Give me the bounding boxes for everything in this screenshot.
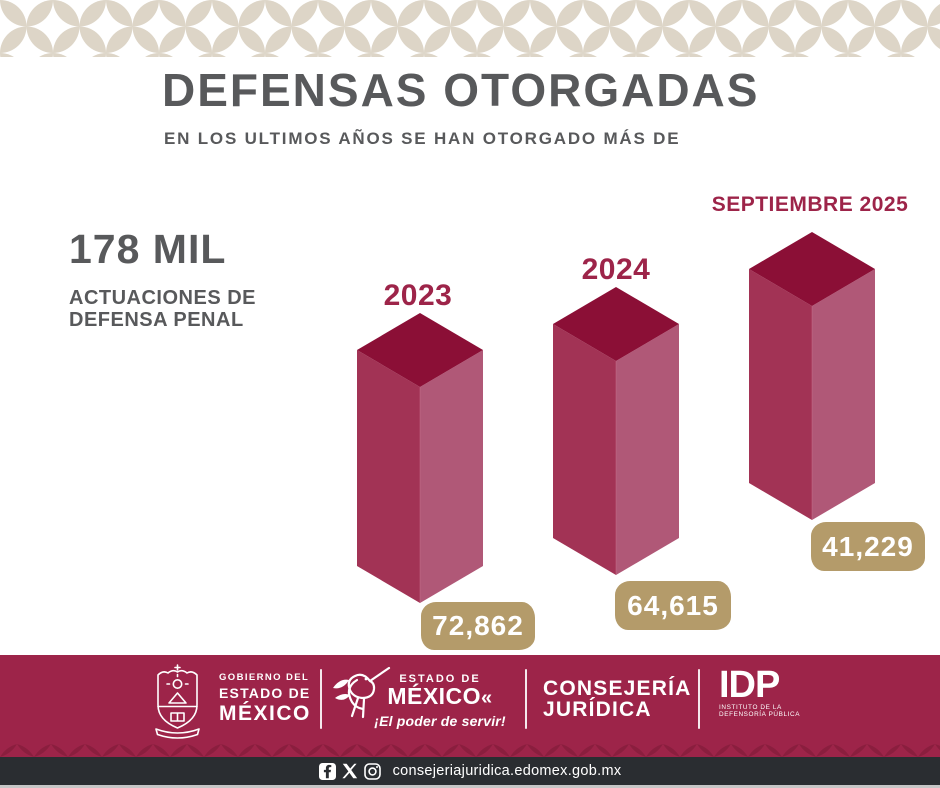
- idp-acronym: IDP: [719, 664, 780, 706]
- idp-logo: IDP INSTITUTO DE LA DEFENSORÍA PÚBLICA: [719, 664, 800, 718]
- instagram-icon[interactable]: [363, 762, 381, 780]
- bar-2025-right-face: [812, 269, 875, 520]
- category-label-2023: 2023: [383, 279, 453, 312]
- total-stat-number: 178 MIL: [69, 226, 227, 272]
- footer-divider-1: [320, 669, 322, 729]
- value-2025: 41,229: [822, 530, 914, 562]
- idp-line2: DEFENSORÍA PÚBLICA: [719, 711, 801, 718]
- consejeria-juridica-wordmark: CONSEJERÍA JURÍDICA: [543, 678, 692, 720]
- bar-2025: [749, 232, 875, 520]
- top-flower-pattern: [0, 0, 940, 57]
- double-chevron-icon: «: [481, 687, 493, 709]
- bar-2023-top-face: [357, 313, 483, 387]
- gobierno-wordmark: GOBIERNO DEL ESTADO DE MÉXICO: [219, 672, 311, 726]
- bar-2023-right-face: [420, 350, 483, 603]
- gobierno-line1: GOBIERNO DEL: [219, 672, 310, 683]
- idp-subtitle: INSTITUTO DE LA DEFENSORÍA PÚBLICA: [719, 704, 800, 718]
- edomex-mexico-text: MÉXICO: [387, 683, 482, 709]
- bar-2025-top-face: [749, 232, 875, 306]
- edomex-coat-of-arms-icon: [155, 664, 200, 739]
- stat-caption-line1: ACTUACIONES DE: [69, 287, 257, 309]
- bar-2024-top-face: [553, 287, 679, 361]
- footer-url[interactable]: consejeriajuridica.edomex.gob.mx: [392, 763, 622, 779]
- value-badge-2025: 41,229: [811, 522, 925, 571]
- edomex-line1: ESTADO DE: [399, 673, 481, 685]
- bar-2024: [553, 287, 679, 575]
- bar-2024-right-face: [616, 324, 679, 575]
- footer-logo-band: GOBIERNO DEL ESTADO DE MÉXICO ESTADO DE …: [0, 655, 940, 757]
- stat-caption-line2: DEFENSA PENAL: [69, 308, 244, 331]
- consejeria-line2: JURÍDICA: [543, 698, 652, 721]
- total-stat-caption: ACTUACIONES DE DEFENSA PENAL: [69, 287, 257, 331]
- bar-2024-left-face: [553, 324, 616, 575]
- value-badge-2023: 72,862: [421, 602, 535, 650]
- facebook-icon[interactable]: [318, 762, 336, 780]
- bar-2023-left-face: [357, 350, 420, 603]
- flower-pattern-fill: [0, 0, 940, 57]
- bar-2023: [357, 313, 483, 603]
- gobierno-line2: ESTADO DE: [219, 685, 311, 701]
- footer-divider-2: [525, 669, 527, 729]
- category-label-2024: 2024: [581, 253, 651, 286]
- edomex-wordmark: ESTADO DE MÉXICO« ¡El poder de servir!: [371, 673, 509, 729]
- x-icon[interactable]: [341, 763, 358, 779]
- edomex-slogan: ¡El poder de servir!: [374, 713, 506, 729]
- bottom-social-bar: consejeriajuridica.edomex.gob.mx: [0, 757, 940, 785]
- page-subtitle: EN LOS ULTIMOS AÑOS SE HAN OTORGADO MÁS …: [164, 129, 681, 148]
- value-badge-2024: 64,615: [615, 581, 731, 630]
- value-2023: 72,862: [432, 610, 524, 641]
- bar-2025-left-face: [749, 269, 812, 520]
- idp-line1: INSTITUTO DE LA: [719, 704, 782, 711]
- category-label-septiembre-2025: SEPTIEMBRE 2025: [711, 193, 909, 216]
- footer-leaf-pattern: [0, 744, 940, 757]
- consejeria-line1: CONSEJERÍA: [543, 677, 692, 700]
- value-2024: 64,615: [627, 589, 719, 621]
- edomex-line2: MÉXICO«: [371, 685, 509, 710]
- bottom-edge-strip: [0, 785, 940, 788]
- gobierno-line3: MÉXICO: [219, 702, 311, 725]
- hummingbird-logo-icon: [333, 666, 391, 719]
- page-title: DEFENSAS OTORGADAS: [162, 64, 760, 116]
- footer-divider-3: [698, 669, 700, 729]
